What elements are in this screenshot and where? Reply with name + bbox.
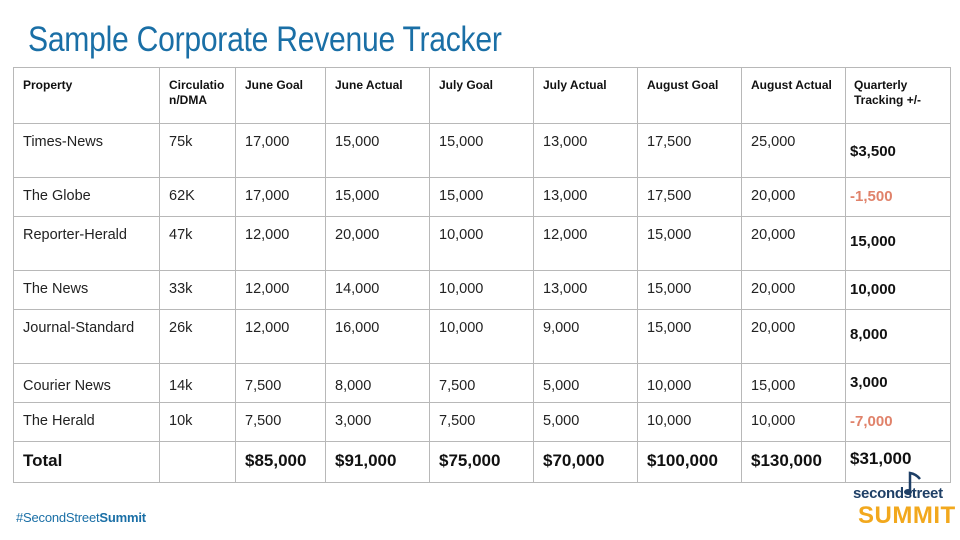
cell-july-actual: 12,000 (533, 216, 638, 271)
cell-july-goal: $75,000 (429, 441, 534, 483)
header-july-goal: July Goal (429, 67, 534, 124)
cell-june-goal: 12,000 (235, 270, 326, 310)
header-circulation: Circulation/DMA (159, 67, 236, 124)
cell-circulation: 33k (159, 270, 236, 310)
cell-august-goal: 15,000 (637, 309, 742, 364)
cell-tracking: 3,000 (845, 363, 951, 403)
header-quarterly-tracking: Quarterly Tracking +/- (845, 67, 951, 124)
cell-july-goal: 7,500 (429, 402, 534, 442)
cell-july-goal: 7,500 (429, 363, 534, 403)
cell-june-actual: 3,000 (325, 402, 430, 442)
cell-property: Reporter-Herald (13, 216, 160, 271)
table-row: The Globe 62K 17,000 15,000 15,000 13,00… (13, 177, 951, 217)
cell-august-actual: 20,000 (741, 309, 846, 364)
cell-property: Journal-Standard (13, 309, 160, 364)
header-property: Property (13, 67, 160, 124)
cell-august-actual: 15,000 (741, 363, 846, 403)
header-august-actual: August Actual (741, 67, 846, 124)
cell-tracking: 8,000 (845, 309, 951, 364)
logo-line2: SUMMIT (858, 502, 956, 529)
cell-circulation: 10k (159, 402, 236, 442)
table-row: Times-News 75k 17,000 15,000 15,000 13,0… (13, 123, 951, 178)
page-title: Sample Corporate Revenue Tracker (28, 20, 502, 59)
cell-july-actual: 13,000 (533, 177, 638, 217)
cell-circulation: 62K (159, 177, 236, 217)
cell-property: The News (13, 270, 160, 310)
cell-june-goal: 7,500 (235, 402, 326, 442)
hashtag-prefix: #SecondStreet (16, 510, 100, 525)
cell-property: Courier News (13, 363, 160, 403)
table-row: The Herald 10k 7,500 3,000 7,500 5,000 1… (13, 402, 951, 442)
table-row: Courier News 14k 7,500 8,000 7,500 5,000… (13, 363, 951, 403)
cell-circulation: 14k (159, 363, 236, 403)
cell-june-actual: 15,000 (325, 177, 430, 217)
cell-august-goal: 15,000 (637, 270, 742, 310)
cell-tracking: $3,500 (845, 123, 951, 178)
hashtag: #SecondStreetSummit (16, 510, 146, 525)
cell-august-goal: 10,000 (637, 363, 742, 403)
cell-property: Times-News (13, 123, 160, 178)
revenue-table: Property Circulation/DMA June Goal June … (13, 67, 951, 483)
cell-july-actual: 5,000 (533, 363, 638, 403)
cell-june-actual: 20,000 (325, 216, 430, 271)
cell-august-actual: 20,000 (741, 270, 846, 310)
cell-tracking: 10,000 (845, 270, 951, 310)
hashtag-suffix: Summit (99, 510, 146, 525)
cell-june-goal: 12,000 (235, 309, 326, 364)
cell-august-actual: $130,000 (741, 441, 846, 483)
cell-august-goal: 10,000 (637, 402, 742, 442)
cell-july-goal: 10,000 (429, 309, 534, 364)
cell-july-actual: $70,000 (533, 441, 638, 483)
cell-july-actual: 9,000 (533, 309, 638, 364)
cell-august-actual: 25,000 (741, 123, 846, 178)
table-total-row: Total $85,000 $91,000 $75,000 $70,000 $1… (13, 441, 951, 483)
cell-july-actual: 5,000 (533, 402, 638, 442)
cell-august-actual: 20,000 (741, 216, 846, 271)
music-note-icon (904, 471, 921, 495)
header-june-goal: June Goal (235, 67, 326, 124)
cell-june-goal: $85,000 (235, 441, 326, 483)
header-august-goal: August Goal (637, 67, 742, 124)
cell-july-goal: 15,000 (429, 123, 534, 178)
cell-july-actual: 13,000 (533, 123, 638, 178)
second-street-summit-logo: secondstreet SUMMIT (848, 470, 955, 530)
cell-circulation: 75k (159, 123, 236, 178)
header-june-actual: June Actual (325, 67, 430, 124)
table-row: Journal-Standard 26k 12,000 16,000 10,00… (13, 309, 951, 364)
cell-june-goal: 7,500 (235, 363, 326, 403)
cell-circulation (159, 441, 236, 483)
cell-circulation: 47k (159, 216, 236, 271)
cell-august-actual: 20,000 (741, 177, 846, 217)
cell-june-goal: 12,000 (235, 216, 326, 271)
cell-august-actual: 10,000 (741, 402, 846, 442)
cell-june-actual: $91,000 (325, 441, 430, 483)
cell-july-actual: 13,000 (533, 270, 638, 310)
cell-june-actual: 14,000 (325, 270, 430, 310)
logo-line1: secondstreet (853, 485, 943, 502)
cell-june-actual: 16,000 (325, 309, 430, 364)
cell-july-goal: 15,000 (429, 177, 534, 217)
table-row: Reporter-Herald 47k 12,000 20,000 10,000… (13, 216, 951, 271)
header-july-actual: July Actual (533, 67, 638, 124)
cell-june-actual: 8,000 (325, 363, 430, 403)
cell-total-label: Total (13, 441, 160, 483)
cell-june-actual: 15,000 (325, 123, 430, 178)
table-row: The News 33k 12,000 14,000 10,000 13,000… (13, 270, 951, 310)
table-header-row: Property Circulation/DMA June Goal June … (13, 67, 951, 124)
cell-tracking: 15,000 (845, 216, 951, 271)
cell-august-goal: $100,000 (637, 441, 742, 483)
cell-june-goal: 17,000 (235, 123, 326, 178)
cell-tracking: -1,500 (845, 177, 951, 217)
cell-property: The Herald (13, 402, 160, 442)
cell-august-goal: 17,500 (637, 123, 742, 178)
cell-august-goal: 17,500 (637, 177, 742, 217)
cell-july-goal: 10,000 (429, 270, 534, 310)
cell-property: The Globe (13, 177, 160, 217)
cell-july-goal: 10,000 (429, 216, 534, 271)
cell-august-goal: 15,000 (637, 216, 742, 271)
cell-tracking: $31,000 (845, 441, 951, 483)
cell-june-goal: 17,000 (235, 177, 326, 217)
cell-circulation: 26k (159, 309, 236, 364)
cell-tracking: -7,000 (845, 402, 951, 442)
